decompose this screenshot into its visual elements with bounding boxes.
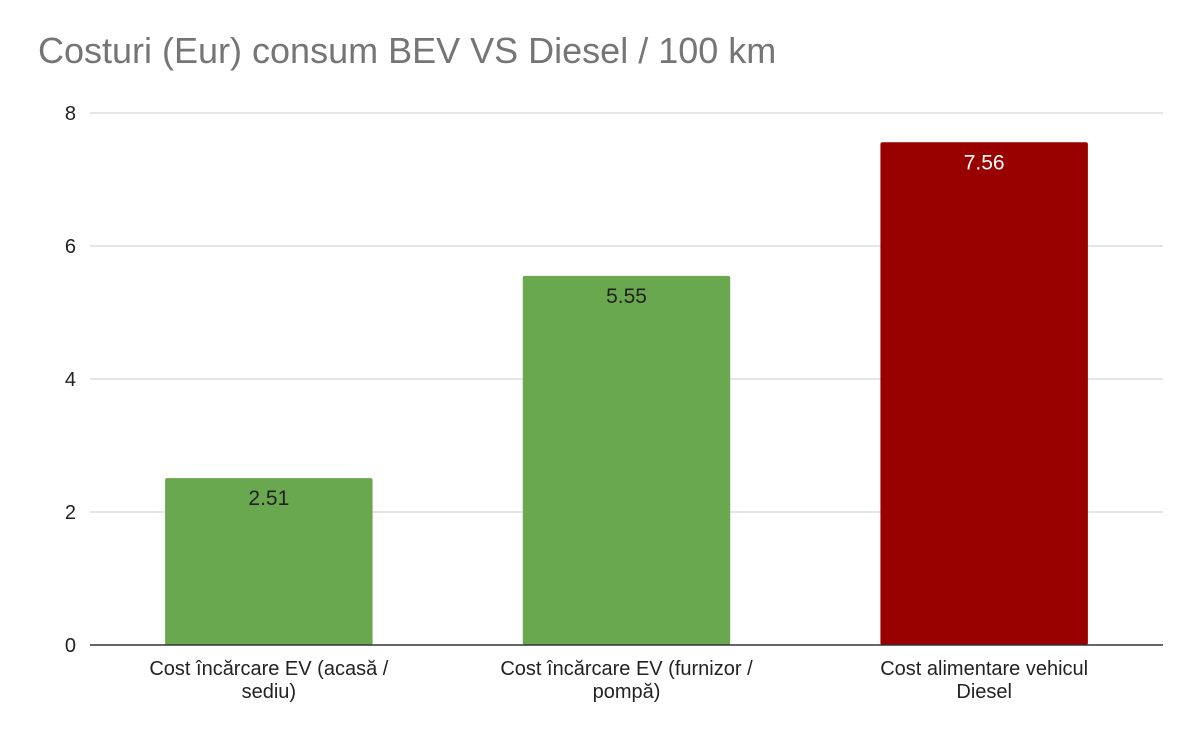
y-tick-label: 0 bbox=[65, 635, 76, 657]
bar bbox=[880, 142, 1088, 645]
y-tick-label: 6 bbox=[65, 236, 76, 258]
x-category-label: Cost încărcare EV (furnizor / bbox=[500, 658, 753, 680]
x-category-label: sediu) bbox=[242, 681, 296, 703]
y-tick-label: 2 bbox=[65, 502, 76, 524]
y-tick-label: 4 bbox=[65, 369, 76, 391]
bars bbox=[165, 142, 1088, 645]
bar bbox=[165, 478, 373, 645]
data-label: 7.56 bbox=[964, 151, 1005, 174]
x-category-label: Cost încărcare EV (acasă / bbox=[149, 658, 388, 680]
x-category-label: pompă) bbox=[593, 681, 661, 703]
y-tick-label: 8 bbox=[65, 103, 76, 125]
x-axis-category-labels: Cost încărcare EV (acasă /sediu) Cost înc… bbox=[149, 658, 1088, 703]
x-category-label: Cost alimentare vehicul bbox=[880, 658, 1088, 680]
bar bbox=[522, 275, 731, 645]
chart-title: Costuri (Eur) consum BEV VS Diesel / 100… bbox=[38, 30, 777, 71]
data-label: 2.51 bbox=[248, 487, 289, 510]
x-category-label: Diesel bbox=[956, 681, 1012, 703]
data-labels: 2.51 5.55 7.56 bbox=[248, 151, 1004, 510]
data-label: 5.55 bbox=[606, 285, 647, 308]
y-axis-ticks: 0 2 4 6 8 bbox=[65, 103, 76, 657]
